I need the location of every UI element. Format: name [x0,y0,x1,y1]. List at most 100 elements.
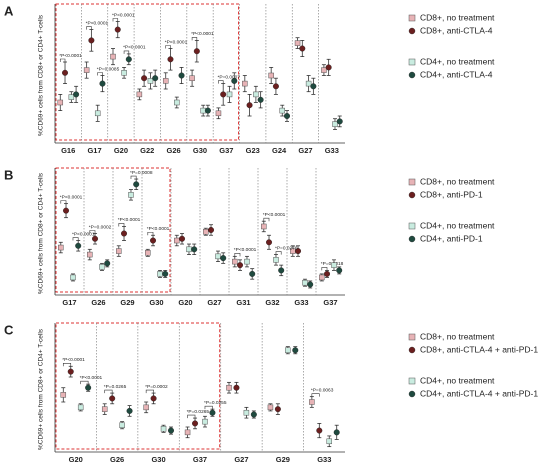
data-point [167,56,174,63]
legend-marker [408,235,416,243]
significance-bracket [147,231,154,236]
p-value-label: *P<0.0001 [191,31,214,37]
data-point [94,110,101,117]
legend-marker [408,58,416,66]
p-value-label: *P=0.0063 [311,387,334,393]
legend-label: CD8+, no treatment [420,12,495,22]
significance-bracket [311,393,320,397]
x-tick-label: G29 [120,298,134,307]
data-point [121,70,127,76]
data-point [333,429,340,436]
data-point [77,404,84,411]
data-point [87,251,93,258]
panel-label: C [4,322,14,337]
data-point [73,91,80,98]
data-point [336,118,343,125]
data-point [316,427,323,434]
significance-bracket [218,80,224,84]
data-point [231,77,238,84]
data-point [189,75,195,81]
significance-bracket [60,200,67,204]
p-value-label: *P=0.0007 [217,74,240,80]
highlight-box [55,3,240,141]
x-tick-label: G20 [178,298,192,307]
data-point [336,267,343,274]
data-point [174,237,180,244]
data-point [220,91,227,98]
data-point [70,274,76,281]
significance-bracket [130,175,137,180]
data-point [202,418,208,425]
legend-label: CD8+, anti-CTLA-4 [420,25,493,35]
p-value-label: *P=0.0002 [89,224,112,230]
data-point [274,406,281,413]
legend-label: CD8+, no treatment [420,176,495,186]
data-point [99,80,106,87]
data-point [101,406,108,412]
data-point [246,102,253,109]
data-point [279,107,286,114]
data-point [125,56,132,63]
p-value-label: *P<0.0001 [60,194,83,200]
data-point [162,270,169,277]
significance-bracket [275,251,282,255]
significance-bracket [62,362,72,367]
x-tick-label: G16 [61,146,75,155]
data-point [92,235,99,242]
data-point [226,384,232,391]
significance-bracket [118,223,125,227]
legend-marker [408,346,416,354]
significance-bracket [112,18,119,22]
data-point [133,181,140,188]
significance-bracket [123,50,130,54]
x-tick-label: G24 [272,146,287,155]
x-tick-label: G26 [110,455,124,464]
data-point [305,80,312,87]
x-tick-label: G26 [167,146,181,155]
data-point [253,91,259,98]
data-point [326,438,333,445]
data-point [261,223,267,230]
data-point [266,239,273,246]
significance-bracket [204,405,213,410]
data-point [215,253,221,260]
data-point [119,422,125,428]
p-value-label: *P<0.0001 [112,12,135,18]
significance-bracket [104,389,113,394]
data-point [319,274,325,281]
panel-label: B [4,167,13,182]
data-point [63,207,70,214]
data-point [324,270,331,277]
data-point [114,26,121,33]
data-point [147,78,154,84]
data-point [331,262,337,268]
data-point [62,69,69,76]
data-point [162,78,169,84]
data-point [332,121,338,127]
significance-bracket [263,217,270,222]
x-tick-label: G37 [219,146,233,155]
data-point [109,395,116,402]
p-value-label: *P=0.0255 [204,400,227,406]
data-point [68,94,75,100]
data-point [99,264,105,270]
data-point [88,37,95,44]
p-value-label: *P<0.0001 [147,226,170,232]
x-tick-label: G20 [69,455,83,464]
data-point [57,99,64,106]
p-value-label: *P<0.0001 [72,231,95,237]
data-point [284,112,291,119]
x-tick-label: G27 [207,298,221,307]
data-point [278,267,285,274]
x-tick-label: G30 [149,298,163,307]
legend-marker [408,377,416,385]
data-point [193,48,200,55]
legend-marker [408,191,416,199]
data-point [145,250,151,256]
significance-bracket [165,45,171,49]
data-point [116,248,122,254]
legend-marker [408,71,416,79]
data-point [178,72,185,79]
data-point [295,248,302,255]
